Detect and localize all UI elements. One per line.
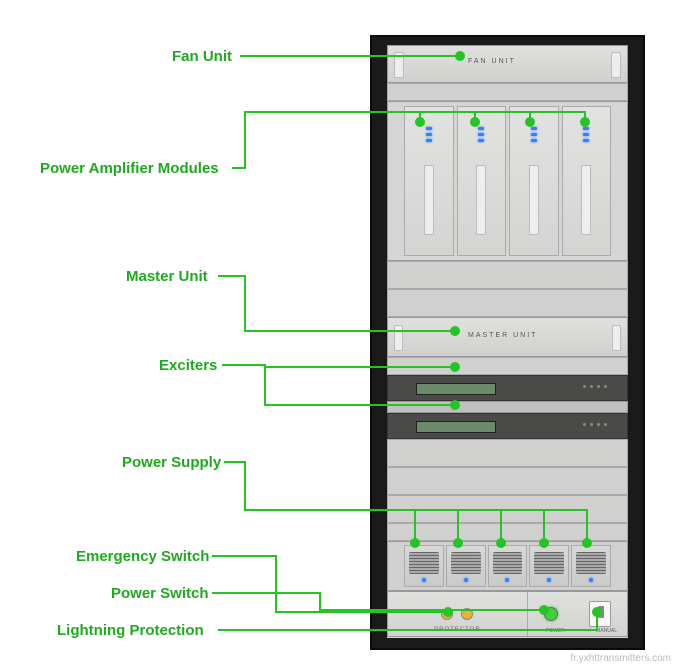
blank-panel	[387, 289, 628, 317]
handle-icon	[581, 165, 591, 235]
blank-panel	[387, 439, 628, 467]
emergency-button-icon	[461, 608, 473, 620]
handle-icon	[424, 165, 434, 235]
button-row	[583, 385, 607, 388]
protector-label: PROTECTOR	[434, 627, 481, 633]
emergency-button-icon	[441, 608, 453, 620]
label-lightning-protection: Lightning Protection	[57, 622, 204, 639]
led-icon	[426, 133, 432, 136]
fan-unit-module: FAN UNIT	[387, 45, 628, 83]
blank-panel	[387, 495, 628, 523]
master-unit-label: MASTER UNIT	[468, 332, 537, 339]
led-icon	[583, 139, 589, 142]
handle-icon	[529, 165, 539, 235]
led-icon	[531, 139, 537, 142]
ps-module	[488, 545, 528, 587]
blank-panel	[387, 523, 628, 541]
breaker-icon	[589, 601, 611, 627]
led-icon	[531, 127, 537, 130]
ps-module	[446, 545, 486, 587]
led-icon	[478, 133, 484, 136]
power-switch-section: POWER MANUAL	[528, 592, 627, 636]
handle-icon	[394, 52, 404, 78]
label-power-switch: Power Switch	[111, 585, 209, 602]
led-icon	[478, 139, 484, 142]
led-icon	[547, 578, 551, 582]
label-power-supply: Power Supply	[122, 454, 221, 471]
led-icon	[464, 578, 468, 582]
power-amplifier-section	[387, 101, 628, 261]
pa-module	[562, 106, 612, 256]
diagram-container: FAN UNIT	[0, 0, 677, 668]
ps-module	[571, 545, 611, 587]
handle-icon	[476, 165, 486, 235]
manual-label: MANUAL	[596, 628, 617, 634]
gap-panel	[387, 401, 628, 413]
pa-module	[509, 106, 559, 256]
fan-unit-label: FAN UNIT	[468, 58, 516, 65]
display-icon	[416, 421, 496, 433]
label-fan-unit: Fan Unit	[172, 48, 232, 65]
led-icon	[478, 127, 484, 130]
led-icon	[426, 127, 432, 130]
handle-icon	[394, 325, 403, 351]
led-icon	[531, 133, 537, 136]
handle-icon	[612, 325, 621, 351]
power-supply-section	[387, 541, 628, 591]
label-emergency-switch: Emergency Switch	[76, 548, 209, 565]
ps-module	[404, 545, 444, 587]
led-icon	[583, 133, 589, 136]
led-icon	[426, 139, 432, 142]
blank-panel	[387, 467, 628, 495]
watermark: fr.yxhttransmitters.com	[570, 653, 671, 664]
blank-panel	[387, 261, 628, 289]
ps-module	[529, 545, 569, 587]
power-label: POWER	[546, 628, 565, 634]
rack-inner: FAN UNIT	[387, 45, 628, 638]
led-icon	[589, 578, 593, 582]
pa-module	[404, 106, 454, 256]
handle-icon	[611, 52, 621, 78]
button-row	[583, 423, 607, 426]
led-icon	[505, 578, 509, 582]
master-unit-module: MASTER UNIT	[387, 317, 628, 357]
exciter-module	[387, 375, 628, 401]
bottom-panel: PROTECTOR POWER MANUAL	[387, 591, 628, 637]
blank-panel	[387, 83, 628, 101]
pa-module	[457, 106, 507, 256]
blank-panel	[387, 357, 628, 375]
exciter-module	[387, 413, 628, 439]
protector-section: PROTECTOR	[388, 592, 528, 636]
led-icon	[583, 127, 589, 130]
rack-cabinet: FAN UNIT	[370, 35, 645, 650]
power-switch-icon	[544, 607, 558, 621]
label-exciters: Exciters	[159, 357, 217, 374]
led-icon	[422, 578, 426, 582]
label-power-amplifier: Power Amplifier Modules	[40, 160, 219, 177]
display-icon	[416, 383, 496, 395]
label-master-unit: Master Unit	[126, 268, 208, 285]
